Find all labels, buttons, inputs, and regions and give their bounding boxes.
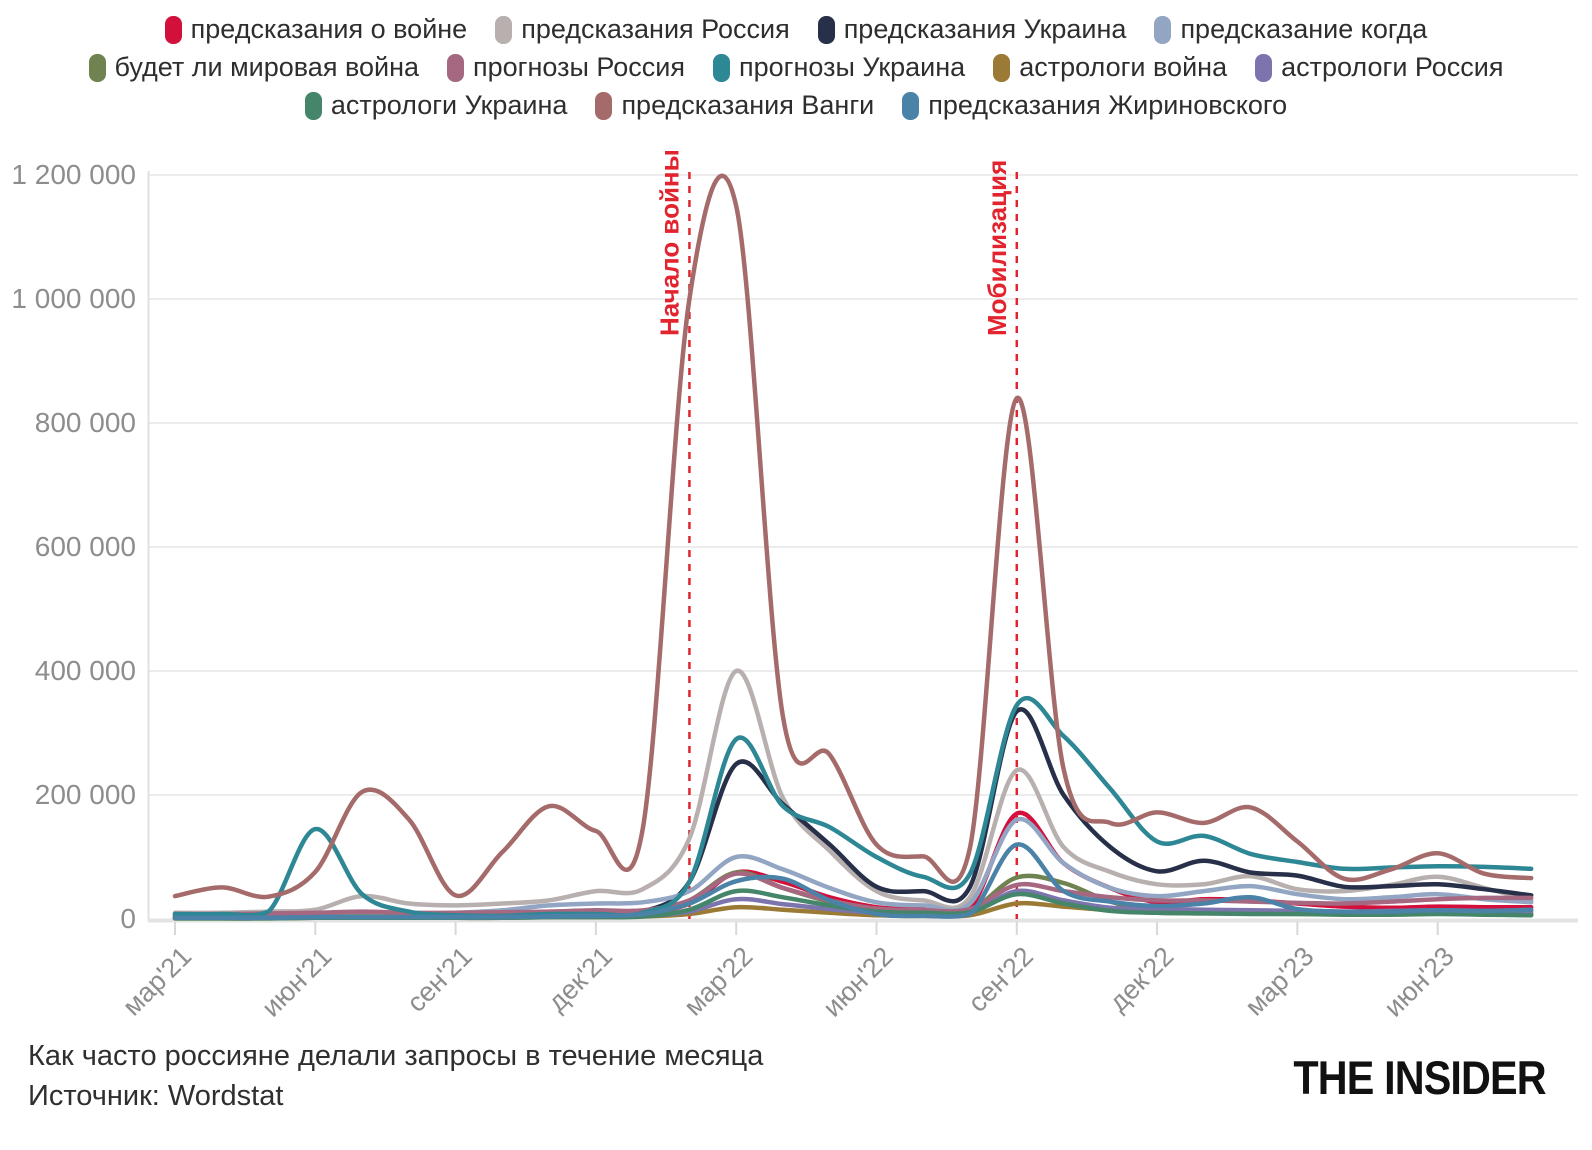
legend-label: астрологи Россия [1281,52,1504,82]
legend-item-1: предсказания Россия [495,14,790,45]
legend-swatch-icon [447,53,465,82]
x-axis-label: сен'22 [962,941,1039,1018]
series-line-1 [172,668,1534,916]
x-axis-label: дек'21 [542,941,618,1017]
legend-label: астрологи война [1019,52,1228,82]
legend-label: астрологи Украина [330,90,568,120]
legend-item-10: предсказания Ванги [595,90,874,121]
legend-item-4: будет ли мировая война [88,52,420,83]
legend-item-3: предсказание когда [1154,14,1427,45]
legend-item-5: прогнозы Россия [447,52,685,83]
legend-label: прогнозы Украина [738,52,966,82]
legend-label: предсказание когда [1180,14,1428,44]
the-insider-logo: THE INSIDER [1293,1051,1547,1104]
legend-swatch-icon [1255,53,1273,82]
legend-swatch-icon [304,91,322,120]
legend-swatch-icon [1154,15,1172,44]
chart-source: Источник: Wordstat [28,1080,284,1112]
series-line-6 [172,695,1534,919]
legend-row-2: будет ли мировая война прогнозы Россия про… [88,52,1503,83]
series-line-0 [172,810,1534,919]
x-axis-label: мар'22 [678,941,758,1021]
legend-row-1: предсказания о войне предсказания Россия п… [164,14,1427,45]
y-axis-label: 0 [120,903,136,934]
legend-label: предсказания о войне [190,14,468,44]
legend-item-9: астрологи Украина [304,90,568,121]
x-axis-label: сен'21 [401,941,478,1018]
legend-item-11: предсказания Жириновского [902,90,1287,121]
legend-item-7: астрологи война [993,52,1227,83]
series-line-2 [172,707,1534,920]
legend-label: будет ли мировая война [114,52,420,82]
legend-label: предсказания Россия [521,14,790,44]
y-axis-label: 600 000 [35,531,136,562]
legend-swatch-icon [712,53,730,82]
y-axis-label: 1 200 000 [11,159,136,190]
series-line-11 [172,842,1534,921]
legend-item-6: прогнозы Украина [712,52,966,83]
legend-swatch-icon [993,53,1011,82]
event-label: Начало войны [654,149,684,336]
series-line-10 [172,173,1534,900]
chart-title: Как часто россияне делали запросы в тече… [28,1040,764,1072]
legend-label: предсказания Украина [843,14,1127,44]
x-axis-label: дек'22 [1103,941,1179,1017]
legend-swatch-icon [817,15,835,44]
legend-label: предсказания Ванги [621,90,875,120]
y-axis-label: 800 000 [35,407,136,438]
legend-swatch-icon [88,53,106,82]
legend-item-8: астрологи Россия [1255,52,1503,83]
chart-legend: предсказания о войне предсказания Россия п… [0,14,1592,121]
chart-footer: Как часто россияне делали запросы в тече… [28,1036,763,1116]
legend-row-3: астрологи Украина предсказания Ванги предс… [304,90,1287,121]
legend-swatch-icon [595,91,613,120]
y-axis-label: 1 000 000 [11,283,136,314]
event-label: Мобилизация [982,160,1012,336]
legend-label: предсказания Жириновского [928,90,1288,120]
x-axis-label: мар'21 [117,941,197,1021]
legend-item-0: предсказания о войне [164,14,468,45]
chart-canvas: 0 200 000 400 000 600 000 800 000 1 000 000 1 … [11,149,1578,1023]
x-axis-label: мар'23 [1239,941,1319,1021]
x-axis-label: июн'22 [817,941,899,1023]
y-axis-label: 400 000 [35,655,136,686]
legend-swatch-icon [495,15,513,44]
legend-label: прогнозы Россия [473,52,685,82]
x-axis-label: июн'21 [256,941,338,1023]
x-axis-label: июн'23 [1378,941,1460,1023]
legend-swatch-icon [902,91,920,120]
legend-swatch-icon [164,15,182,44]
legend-item-2: предсказания Украина [817,14,1127,45]
y-axis-label: 200 000 [35,779,136,810]
